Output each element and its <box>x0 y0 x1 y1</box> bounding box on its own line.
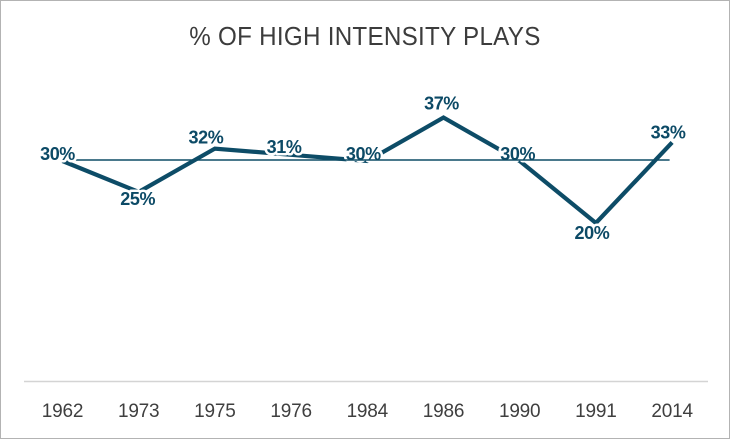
data-point-label: 33% <box>651 122 686 142</box>
x-axis-label: 1975 <box>194 401 235 422</box>
data-point-label: 32% <box>188 128 223 148</box>
main-series-line <box>61 115 674 226</box>
x-axis-label: 1973 <box>118 401 159 422</box>
x-axis-label: 1990 <box>499 401 540 422</box>
chart-title-text: % OF HIGH INTENSITY PLAYS <box>189 21 541 51</box>
x-axis-label: 1991 <box>575 401 616 422</box>
data-point-label: 20% <box>574 223 609 243</box>
data-point-label: 30% <box>500 144 535 164</box>
x-axis-label: 1976 <box>270 401 311 422</box>
x-axis-label: 1962 <box>42 401 83 422</box>
data-point-label: 30% <box>346 144 381 164</box>
data-point-label: 37% <box>424 94 459 114</box>
chart-title: % OF HIGH INTENSITY PLAYS <box>1 21 729 52</box>
data-point-label: 25% <box>120 189 155 209</box>
data-point-label: 30% <box>40 144 75 164</box>
x-axis-label: 1984 <box>347 401 389 422</box>
x-axis-label: 2014 <box>651 401 693 422</box>
data-point-label: 31% <box>267 137 302 157</box>
x-axis-label: 1986 <box>423 401 464 422</box>
